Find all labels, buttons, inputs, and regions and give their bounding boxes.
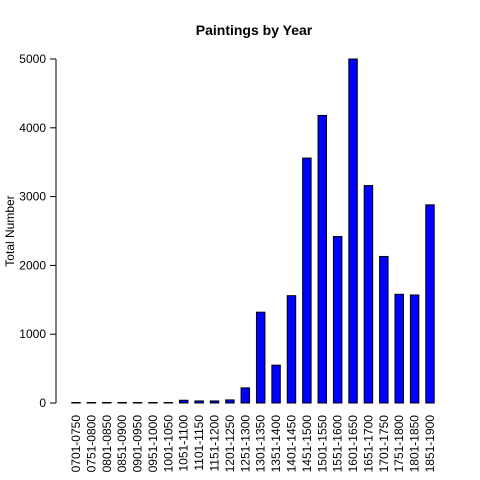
- bar-1051-1100: [179, 399, 189, 404]
- x-tick-label: 1551-1600: [331, 415, 345, 473]
- bar-1301-1350: [255, 311, 266, 404]
- x-tick-label: 0951-1000: [146, 415, 160, 473]
- y-tick-label: 3000: [19, 190, 46, 204]
- x-tick-label: 1201-1250: [223, 415, 237, 473]
- bars-group: [71, 58, 435, 404]
- x-tick-label: 1651-1700: [361, 415, 375, 473]
- x-tick-label: 1351-1400: [269, 415, 283, 473]
- x-tick-label: 0751-0800: [84, 415, 98, 473]
- bar-1251-1300: [240, 387, 251, 404]
- x-tick-label: 1251-1300: [238, 415, 252, 473]
- bar-1851-1900: [425, 204, 435, 404]
- bar-1501-1550: [317, 114, 327, 404]
- bar-0901-0950: [132, 402, 143, 404]
- bar-0951-1000: [148, 402, 158, 404]
- bar-1001-1050: [163, 402, 174, 404]
- x-tick-label: 1051-1100: [177, 415, 191, 472]
- x-tick-label: 1151-1200: [208, 415, 222, 472]
- x-tick-label: 0901-0950: [131, 415, 145, 473]
- x-axis: 0701-0750 0751-0800 0801-0850 0851-0900 0901…: [69, 415, 437, 473]
- x-tick-label: 1851-1900: [423, 415, 437, 473]
- bar-1451-1500: [302, 157, 312, 404]
- x-tick-label: 0851-0900: [115, 415, 129, 473]
- x-tick-label: 1001-1050: [161, 415, 175, 473]
- y-tick-label: 4000: [19, 121, 46, 135]
- bar-1101-1150: [194, 400, 204, 404]
- y-axis: 0 1000 2000 3000 4000 5000: [19, 52, 57, 410]
- y-tick-label: 5000: [19, 52, 46, 66]
- bar-0851-0900: [117, 402, 127, 404]
- x-tick-label: 0701-0750: [69, 415, 83, 473]
- x-tick-label: 1751-1800: [392, 415, 406, 473]
- bar-1801-1850: [409, 294, 420, 404]
- x-tick-label: 1601-1650: [346, 415, 360, 473]
- bar-0701-0750: [71, 402, 81, 404]
- bar-1651-1700: [363, 185, 374, 404]
- chart-title: Paintings by Year: [196, 22, 313, 38]
- x-tick-label: 1101-1150: [192, 415, 206, 471]
- y-tick-label: 1000: [19, 327, 46, 341]
- x-tick-label: 1501-1550: [315, 415, 329, 473]
- x-tick-label: 1701-1750: [377, 415, 391, 473]
- bar-1601-1650: [348, 58, 358, 404]
- bar-1701-1750: [379, 255, 389, 404]
- x-tick-label: 1401-1450: [284, 415, 298, 473]
- y-tick-label: 2000: [19, 258, 46, 272]
- y-axis-label: Total Number: [3, 195, 17, 266]
- x-tick-label: 1801-1850: [408, 415, 422, 473]
- bar-1401-1450: [286, 295, 297, 404]
- x-tick-label: 0801-0850: [100, 415, 114, 473]
- x-tick-label: 1451-1500: [300, 415, 314, 473]
- bar-1551-1600: [332, 236, 343, 404]
- bar-1351-1400: [271, 364, 281, 404]
- y-tick-label: 0: [39, 396, 46, 410]
- x-tick-label: 1301-1350: [254, 415, 268, 473]
- bar-0751-0800: [86, 402, 97, 404]
- bar-1151-1200: [209, 400, 220, 404]
- bar-1751-1800: [394, 293, 404, 404]
- bar-0801-0850: [102, 402, 112, 404]
- bar-1201-1250: [225, 399, 235, 404]
